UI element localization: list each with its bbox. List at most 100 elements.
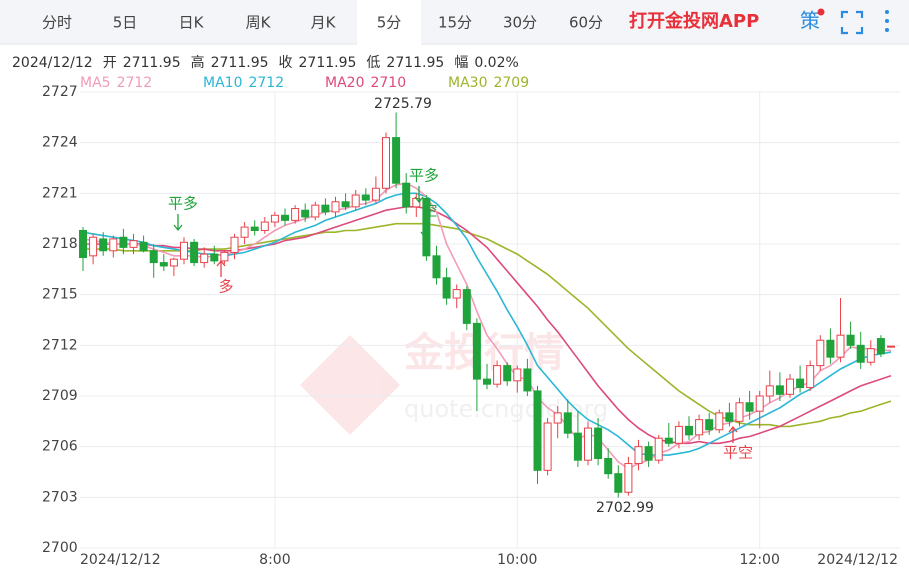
x-tick-label: 10:00 (497, 552, 537, 568)
candle-body (190, 241, 199, 264)
max-label: 2725.79 (374, 96, 432, 112)
candle-body (149, 250, 158, 264)
candle-body (240, 226, 249, 238)
tab[interactable]: 周K (246, 14, 272, 32)
candle-body (584, 427, 592, 461)
candle-body (230, 236, 239, 253)
candle-body (200, 253, 209, 264)
y-tick-label: 2700 (42, 540, 78, 556)
tab[interactable]: 5分 (377, 14, 402, 32)
legend-value: 2712 (117, 75, 153, 91)
candle-body (816, 339, 825, 367)
legend-entry: MA10 2712 (203, 75, 284, 91)
plot: 2700 2703 2706 2709 2712 2715 2718 2721 2724 2727… (42, 84, 900, 568)
candle-body (119, 236, 128, 248)
legend: MA5 2712 MA10 2712 MA20 2710 MA30 2709 (80, 75, 529, 91)
candle-body (129, 240, 138, 248)
candle-body (563, 412, 572, 434)
legend-name: MA30 (448, 75, 487, 91)
candle-body (745, 402, 754, 412)
tab[interactable]: 60分 (569, 14, 603, 32)
ma-line (82, 182, 891, 470)
candle-body (523, 368, 532, 392)
candle-body (715, 412, 724, 431)
candle-body (483, 378, 491, 385)
candle-body (806, 365, 815, 389)
info-label: 开 (103, 55, 117, 71)
candle-body (462, 289, 471, 324)
selected-tab (357, 0, 421, 45)
candle-body (180, 241, 188, 260)
signal-label: 空 (422, 202, 437, 220)
candle-body (553, 412, 562, 424)
legend-entry: MA20 2710 (325, 75, 406, 91)
candle-body (705, 419, 714, 431)
y-tick-label: 2703 (42, 489, 78, 505)
x-tick-label: 8:00 (259, 552, 290, 568)
strategy-button[interactable]: 策 (800, 9, 820, 33)
candle-body (594, 427, 603, 459)
more-button[interactable] (885, 10, 889, 32)
legend-entry: MA5 2712 (80, 75, 152, 91)
candle-body (452, 289, 461, 299)
tab[interactable]: 15分 (438, 14, 472, 32)
candle-body (846, 334, 855, 346)
candle-body (654, 437, 663, 461)
candle-body (876, 338, 885, 355)
tab-bar (0, 0, 909, 44)
legend-value: 2709 (493, 75, 529, 91)
candle-body (775, 385, 784, 395)
info-label: 幅 (454, 55, 468, 71)
x-tick-label: 2024/12/12 (817, 552, 898, 568)
candle-body (533, 390, 542, 471)
candle-body (371, 187, 380, 201)
x-tick-label: 12:00 (740, 552, 780, 568)
candle-body (664, 437, 673, 444)
legend-name: MA20 (325, 75, 364, 91)
signal-arrow (728, 425, 738, 443)
candle-body (573, 432, 582, 461)
tab[interactable]: 日K (179, 14, 205, 32)
y-tick-label: 2718 (42, 236, 78, 252)
signal-arrow (216, 259, 226, 277)
tab[interactable]: 30分 (503, 14, 537, 32)
fullscreen-button[interactable] (840, 10, 864, 35)
brand[interactable]: 打开金投网APP (629, 10, 759, 32)
candle-body (99, 238, 108, 252)
candle-body (281, 214, 289, 221)
signal-arrow (420, 221, 430, 239)
signal-label: 平多 (409, 167, 439, 185)
tab[interactable]: 分时 (42, 14, 72, 32)
candle-body (402, 182, 411, 208)
candle-body (331, 201, 340, 213)
y-tick-label: 2706 (42, 439, 78, 455)
candle-body (513, 368, 522, 382)
candle-body (543, 422, 552, 471)
watermark-title: 金投行情 (403, 330, 564, 376)
candle-body (382, 137, 390, 189)
candle-body (866, 348, 875, 363)
candle-body (765, 385, 774, 397)
info-value: 2711.95 (211, 55, 269, 71)
info-label: 收 (279, 55, 293, 71)
candle-body (614, 473, 623, 493)
info-label: 高 (191, 54, 205, 71)
info-value: 2711.95 (299, 55, 357, 71)
candle-body (644, 446, 653, 461)
y-tick-label: 2724 (42, 135, 78, 151)
candle-body (311, 204, 320, 218)
candle-body (89, 236, 98, 257)
candle-body (321, 204, 330, 213)
signal-label: 多 (218, 278, 233, 296)
watermark-url: quote.cngold.org (404, 395, 608, 423)
tab[interactable]: 月K (311, 14, 337, 32)
y-tick-label: 2712 (42, 337, 78, 353)
info-value: 2711.95 (386, 55, 444, 71)
info-date: 2024/12/12 (12, 55, 93, 71)
candle-body (210, 253, 219, 262)
tab[interactable]: 5日 (113, 14, 138, 32)
candle-body (695, 419, 704, 436)
y-tick-label: 2715 (42, 287, 78, 303)
tabs: 分时 5日 日K 周K 月K 5分 15分 30分 60分 (42, 0, 603, 45)
candle-body (109, 238, 118, 252)
